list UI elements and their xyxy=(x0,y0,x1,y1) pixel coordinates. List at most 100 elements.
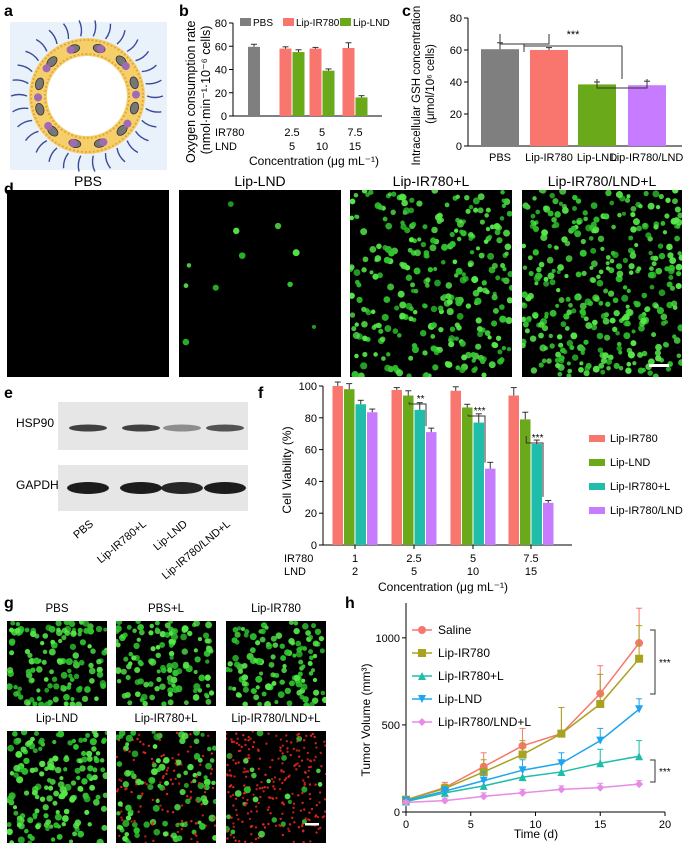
dead-cell xyxy=(210,767,214,771)
live-cell xyxy=(161,701,167,706)
dead-cell xyxy=(186,795,189,798)
live-cell xyxy=(668,264,676,272)
live-cell xyxy=(533,275,541,282)
live-cell xyxy=(181,625,189,633)
live-cell xyxy=(56,824,62,829)
live-cell xyxy=(271,817,278,823)
live-cell xyxy=(387,192,392,197)
live-cell xyxy=(20,746,27,753)
dead-cell xyxy=(279,817,282,821)
live-cell xyxy=(399,301,407,309)
live-cell xyxy=(538,261,545,268)
live-cell xyxy=(134,679,141,686)
live-cell xyxy=(264,701,272,706)
live-cell xyxy=(643,190,649,197)
live-cell xyxy=(551,268,556,273)
dead-cell xyxy=(237,818,240,821)
live-cell xyxy=(575,198,582,204)
chart-c-significance: *** xyxy=(567,29,581,41)
dead-cell xyxy=(201,754,205,758)
live-cell xyxy=(454,336,459,341)
live-cell xyxy=(32,701,38,706)
live-cell xyxy=(226,752,233,759)
live-cell xyxy=(605,261,610,266)
dead-cell xyxy=(128,750,131,753)
live-cell xyxy=(579,308,586,315)
live-cell xyxy=(25,668,32,675)
live-cell xyxy=(77,830,85,838)
live-cell xyxy=(598,362,605,369)
live-cell xyxy=(386,352,391,357)
dead-cell xyxy=(123,749,126,752)
dead-cell xyxy=(306,758,309,761)
live-cell xyxy=(197,820,202,825)
live-cell xyxy=(652,373,659,377)
live-cell xyxy=(181,648,188,655)
dead-cell xyxy=(176,830,180,834)
live-cell xyxy=(238,252,246,259)
live-cell xyxy=(168,650,175,657)
dead-cell xyxy=(308,783,312,786)
live-cell xyxy=(570,332,578,340)
panel-d-title-3: Lip-IR780/LND+L xyxy=(548,173,657,189)
live-cell xyxy=(288,680,295,687)
chart-f-significance: ** xyxy=(417,394,425,405)
dead-cell xyxy=(226,737,228,740)
live-cell xyxy=(8,627,14,633)
live-cell xyxy=(603,213,608,218)
chart-h-xlabel: Time (d) xyxy=(514,827,558,841)
dead-cell xyxy=(257,767,261,771)
panel-d-title-1: Lip-LND xyxy=(234,173,285,189)
live-cell xyxy=(284,687,291,695)
dye-molecule xyxy=(34,93,43,102)
live-cell xyxy=(465,303,472,309)
dead-cell xyxy=(264,773,267,777)
chart-h-point xyxy=(518,788,527,797)
live-cell xyxy=(63,808,70,815)
live-cell xyxy=(485,207,491,213)
dead-cell xyxy=(305,734,308,738)
dead-cell xyxy=(247,754,250,757)
dead-cell xyxy=(281,744,285,747)
dead-cell xyxy=(130,790,133,794)
live-cell xyxy=(253,658,259,663)
live-cell xyxy=(374,255,382,262)
chart-c-xtick-label: Lip-IR780/LND xyxy=(611,152,684,164)
live-cell xyxy=(590,247,597,254)
live-cell xyxy=(499,216,505,221)
live-cell xyxy=(92,767,98,773)
live-cell xyxy=(397,333,402,338)
live-cell xyxy=(186,263,192,268)
live-cell xyxy=(475,246,481,251)
live-cell xyxy=(257,701,263,706)
live-cell xyxy=(351,371,359,377)
dead-cell xyxy=(289,753,292,757)
live-cell xyxy=(647,271,655,279)
live-cell xyxy=(464,194,470,201)
live-cell xyxy=(13,738,21,745)
live-cell xyxy=(151,762,157,768)
live-cell xyxy=(295,640,302,647)
live-cell xyxy=(547,272,555,280)
dead-cell xyxy=(255,810,259,813)
live-cell xyxy=(183,700,189,706)
live-cell xyxy=(171,661,179,670)
dead-cell xyxy=(243,767,246,770)
live-cell xyxy=(649,284,655,290)
live-cell xyxy=(429,244,437,252)
live-cell xyxy=(125,742,130,747)
live-cell xyxy=(425,277,431,283)
live-cell xyxy=(647,358,655,366)
live-cell xyxy=(59,786,67,794)
chart-f-ytick-label: 80 xyxy=(305,413,317,425)
live-cell xyxy=(628,263,635,270)
live-cell xyxy=(118,825,124,831)
chart-b-legend-swatch xyxy=(340,18,351,26)
dead-cell xyxy=(324,772,326,776)
live-cell xyxy=(506,297,512,304)
live-cell xyxy=(318,635,325,642)
live-cell xyxy=(153,733,161,741)
chart-h-xtick-label: 20 xyxy=(659,819,671,831)
live-cell xyxy=(176,835,183,842)
live-cell xyxy=(558,297,565,303)
